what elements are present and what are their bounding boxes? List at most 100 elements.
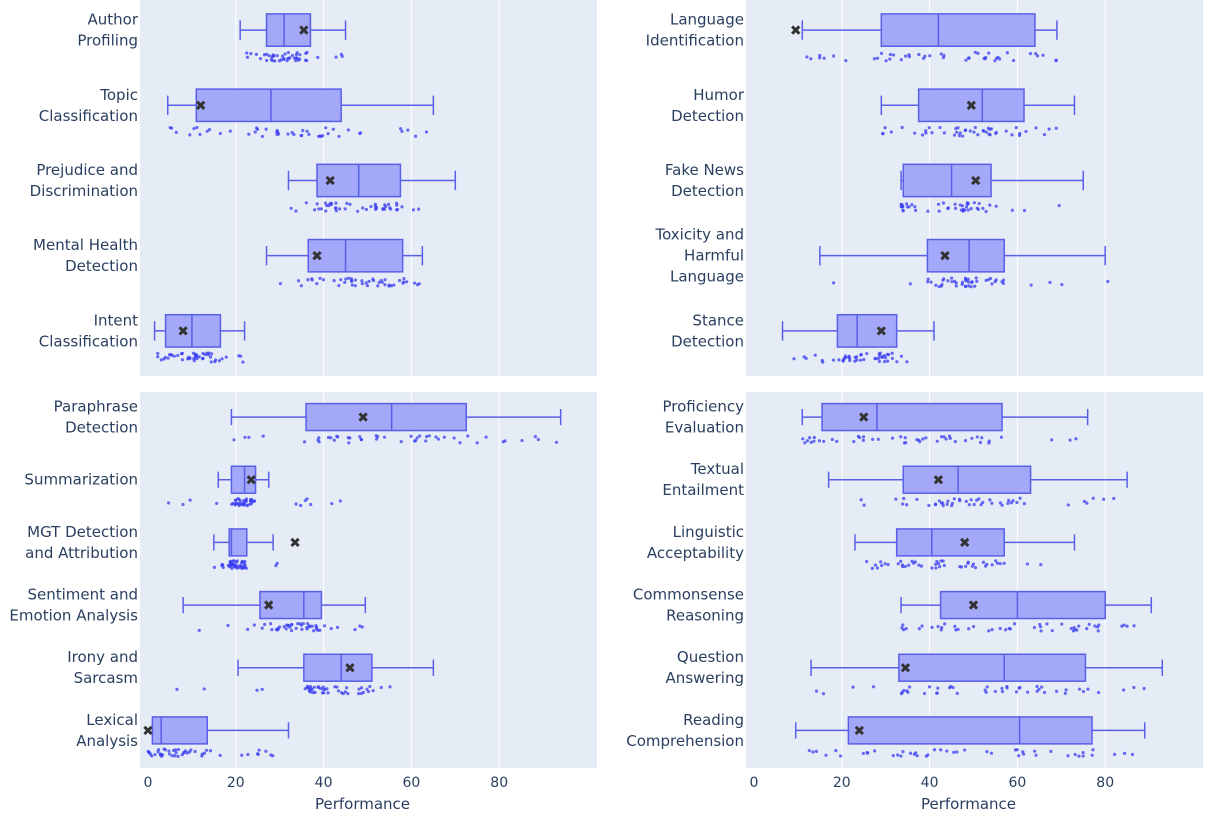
data-point: [903, 436, 907, 440]
data-point: [244, 566, 249, 570]
box-summarization: Summarization: [24, 465, 343, 508]
data-point: [998, 561, 1002, 566]
data-point: [191, 351, 196, 355]
data-point: [353, 278, 357, 282]
data-point: [963, 748, 967, 752]
data-point: [965, 201, 969, 205]
data-point: [932, 748, 937, 752]
data-point: [985, 750, 989, 754]
data-point: [307, 132, 311, 136]
data-point: [1122, 688, 1126, 692]
data-point: [299, 503, 303, 508]
data-point: [802, 355, 806, 359]
data-point: [1060, 282, 1064, 287]
data-point: [978, 440, 983, 445]
data-point: [953, 279, 957, 283]
data-point: [275, 130, 279, 134]
iqr-box: [902, 163, 992, 198]
data-point: [968, 129, 972, 133]
data-point: [520, 438, 524, 443]
data-point: [346, 276, 351, 280]
data-point: [901, 750, 905, 754]
box-commonsense-reasoning: Commonsense Reasoning: [633, 586, 1153, 633]
data-point: [941, 559, 945, 563]
data-point: [939, 501, 944, 505]
mean-marker: [933, 475, 944, 485]
data-point: [383, 283, 387, 287]
data-point: [238, 502, 242, 506]
data-point: [353, 284, 357, 288]
data-point: [983, 57, 987, 61]
data-point: [967, 284, 971, 288]
data-point: [175, 687, 179, 691]
data-point: [884, 59, 888, 63]
data-point: [406, 128, 410, 132]
data-point: [245, 51, 249, 55]
data-point: [261, 434, 265, 438]
category-label: Reading Comprehension: [626, 711, 744, 750]
data-point: [310, 624, 314, 628]
category-label: Lexical Analysis: [76, 711, 138, 750]
mean-marker: [876, 326, 886, 336]
data-point: [963, 284, 968, 288]
data-point: [1086, 687, 1090, 691]
data-point: [246, 627, 250, 631]
data-point: [1029, 283, 1033, 287]
iqr-box: [836, 313, 898, 348]
data-point: [283, 52, 287, 56]
data-point: [955, 130, 959, 134]
data-point: [901, 208, 905, 212]
data-point: [357, 691, 361, 696]
data-point: [146, 749, 150, 754]
data-point: [957, 134, 961, 138]
data-point: [1014, 690, 1019, 694]
data-point: [380, 280, 384, 284]
data-point: [811, 750, 815, 754]
data-point: [286, 50, 291, 55]
data-point: [960, 204, 964, 208]
data-point: [382, 435, 387, 439]
data-point: [301, 128, 305, 133]
data-point: [231, 559, 236, 563]
data-point: [891, 53, 896, 57]
data-point: [436, 437, 440, 441]
data-point: [345, 686, 349, 690]
data-point: [901, 502, 905, 506]
iqr-box: [305, 402, 468, 432]
data-point: [349, 277, 354, 281]
data-point: [988, 498, 992, 502]
data-point: [282, 57, 286, 62]
data-point: [162, 747, 166, 751]
data-point: [334, 209, 338, 213]
data-point: [207, 127, 212, 132]
data-point: [900, 125, 904, 130]
data-point: [905, 503, 909, 507]
data-point: [945, 502, 949, 506]
box-humor-detection: Humor Detection: [671, 86, 1076, 138]
data-point: [346, 692, 350, 696]
data-point: [1039, 629, 1043, 633]
data-point: [399, 127, 403, 131]
data-point: [374, 437, 379, 441]
data-point: [899, 58, 903, 62]
data-point: [195, 125, 199, 130]
box-question-answering: Question Answering: [666, 648, 1164, 696]
data-point: [865, 351, 869, 356]
data-point: [1005, 51, 1009, 55]
data-point: [920, 624, 924, 628]
data-point: [339, 52, 344, 56]
data-point: [914, 208, 918, 212]
data-point: [1081, 750, 1085, 755]
data-point: [941, 201, 946, 205]
data-point: [1018, 496, 1022, 500]
data-point: [382, 207, 387, 211]
data-point: [1015, 500, 1019, 505]
data-point: [976, 133, 980, 137]
data-point: [1032, 625, 1037, 630]
data-point: [950, 501, 954, 505]
data-point: [1013, 748, 1018, 752]
data-point: [976, 207, 980, 211]
data-point: [278, 281, 283, 286]
data-point: [981, 560, 986, 564]
data-point: [902, 688, 906, 693]
